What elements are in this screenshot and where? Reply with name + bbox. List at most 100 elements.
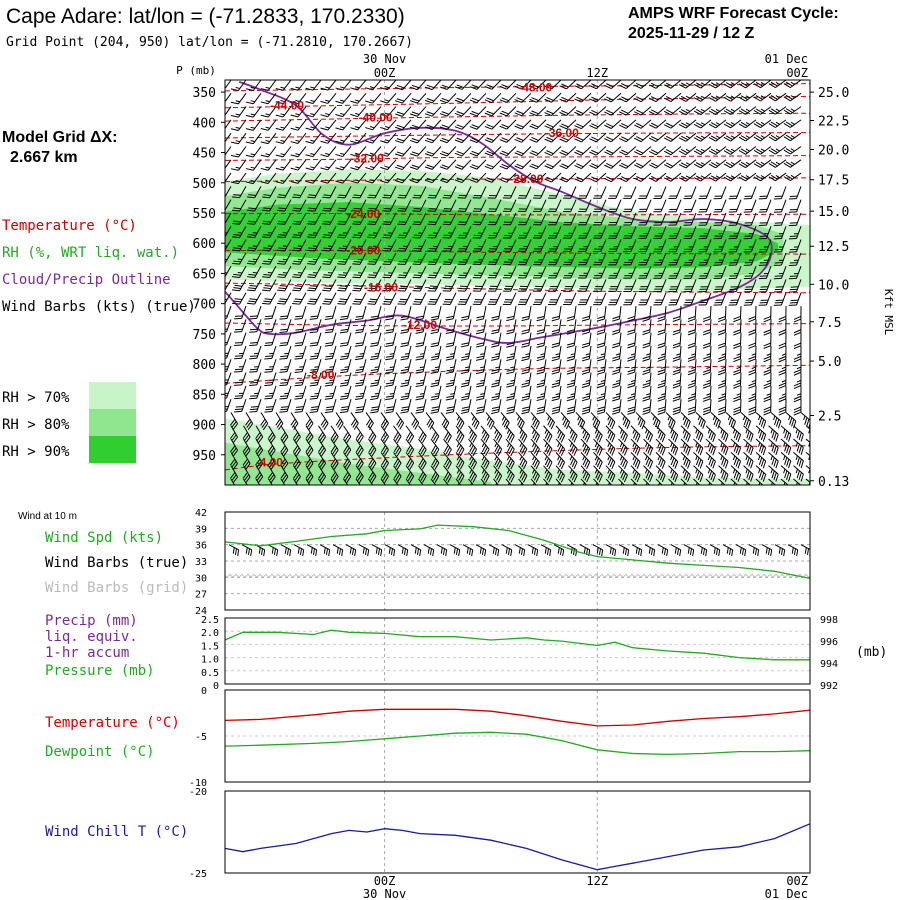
barb-full	[263, 300, 271, 303]
barb-full	[683, 291, 692, 293]
barb-full	[563, 290, 571, 292]
barb-full	[246, 196, 255, 199]
wind-barb	[225, 93, 232, 105]
barb-full	[335, 140, 343, 144]
barb-full	[337, 210, 345, 212]
wind-barb	[544, 172, 562, 183]
barb-half	[763, 233, 769, 235]
barb-half	[254, 366, 259, 368]
barb-full	[559, 178, 567, 183]
wind-barb	[768, 172, 787, 182]
wind-barb	[733, 319, 742, 336]
barb-full	[710, 95, 719, 101]
barb-full	[516, 150, 524, 155]
barb-full	[280, 381, 288, 384]
barb-full	[665, 109, 674, 114]
wind-barb	[475, 305, 487, 321]
barb-full	[684, 222, 693, 224]
barb-full	[549, 195, 557, 197]
barb-full	[639, 288, 647, 290]
barb-full	[370, 384, 378, 387]
barb-full	[426, 111, 435, 115]
wind-barb	[320, 80, 337, 91]
barb-full	[672, 315, 681, 320]
barb-full	[672, 345, 681, 349]
barb-half	[691, 366, 696, 369]
barb-full	[546, 163, 554, 168]
barb-full	[459, 285, 468, 287]
wind-barb	[430, 345, 442, 361]
wind-barb	[454, 106, 472, 117]
temperature-contour-line	[225, 155, 810, 161]
barb-full	[307, 303, 315, 305]
barb-full	[486, 84, 494, 88]
barb-full	[561, 150, 569, 155]
barb-full	[548, 197, 556, 199]
wind-barb	[702, 332, 712, 349]
wind-barb	[350, 106, 367, 118]
barb-full	[651, 162, 659, 167]
barb-full	[431, 329, 439, 332]
barb-full	[619, 124, 627, 129]
barb-full	[352, 196, 361, 199]
wind-barb	[439, 92, 457, 104]
barb-full	[698, 251, 707, 253]
barb-full	[424, 179, 433, 184]
barb-half	[295, 153, 300, 156]
wind-barb	[733, 332, 742, 349]
barb-full	[534, 221, 542, 223]
barb-full	[457, 303, 466, 305]
barb-full	[320, 87, 328, 91]
barb-half	[730, 95, 736, 99]
barb-full	[774, 302, 783, 304]
barb-half	[280, 100, 285, 103]
wind-barb	[380, 119, 397, 131]
barb-full	[544, 165, 552, 170]
barb-full	[502, 250, 511, 252]
wind-barb	[502, 212, 517, 226]
barb-full	[442, 263, 451, 266]
wind-barb	[445, 345, 457, 361]
wind-barb	[723, 119, 742, 129]
barb-half	[340, 112, 345, 116]
barb-full	[534, 248, 542, 250]
wind-barb	[499, 146, 517, 157]
barb-full	[263, 194, 271, 196]
barb-full	[233, 207, 241, 210]
wind-barb	[260, 106, 277, 118]
barb-full	[279, 298, 288, 301]
barb-full	[521, 342, 530, 346]
barb-full	[546, 123, 554, 128]
barb-full	[295, 355, 303, 358]
barb-full	[589, 138, 597, 143]
barb-half	[523, 246, 528, 248]
wind-barb	[563, 199, 577, 213]
barb-staff	[225, 93, 232, 105]
wind-barb	[638, 186, 652, 199]
wind-barb	[653, 199, 667, 213]
barb-half	[342, 232, 348, 234]
wind-barb	[230, 106, 247, 118]
barb-half	[250, 140, 255, 143]
barb-full	[443, 287, 452, 290]
wind-barb	[460, 319, 472, 335]
wind-barb	[279, 319, 292, 333]
barb-half	[448, 232, 453, 234]
barb-full	[365, 166, 373, 171]
wind-barb	[753, 92, 772, 102]
wind-barb	[427, 239, 442, 252]
wind-barb	[469, 80, 487, 90]
wind-barb	[753, 106, 772, 115]
wind-barb	[608, 279, 622, 292]
barb-full	[491, 371, 499, 375]
barb-full	[758, 224, 767, 226]
wind-barb	[663, 132, 682, 142]
wind-barb	[638, 279, 652, 293]
wind-barb	[708, 80, 727, 89]
barb-full	[657, 355, 666, 360]
barb-full	[593, 290, 601, 292]
barb-full	[699, 195, 708, 197]
barb-full	[234, 344, 242, 346]
barb-full	[491, 329, 500, 332]
barb-half	[553, 246, 558, 248]
